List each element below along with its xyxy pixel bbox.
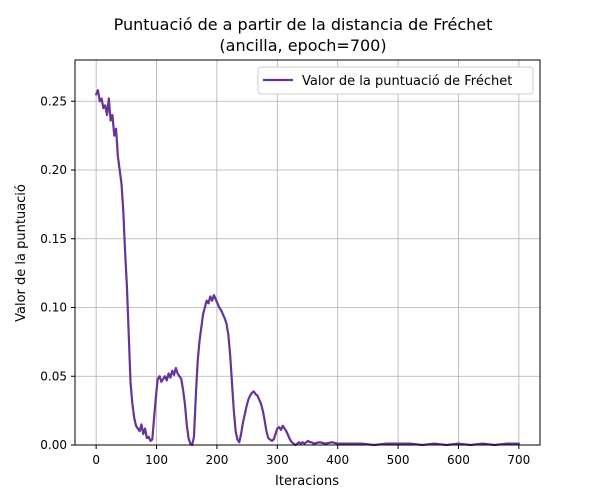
legend-label: Valor de la puntuació de Fréchet (302, 74, 512, 89)
x-axis-label: Iteracions (275, 474, 339, 489)
x-tick-label: 500 (387, 453, 410, 467)
legend-box (257, 66, 534, 95)
grid-lines (75, 60, 540, 446)
x-tick-label: 300 (266, 453, 289, 467)
y-tick-label: 0.15 (40, 232, 67, 246)
y-tick-label: 0.05 (40, 369, 67, 383)
x-tick-label: 600 (447, 453, 470, 467)
x-tick-label: 700 (507, 453, 530, 467)
legend: Valor de la puntuació de Fréchet (257, 66, 534, 95)
chart-subtitle: (ancilla, epoch=700) (219, 36, 386, 55)
series-line-0 (95, 89, 520, 447)
x-tick-label: 400 (326, 453, 349, 467)
series-group (95, 89, 520, 447)
x-axis-ticks: 0 100 200 300 400 500 600 700 (92, 445, 530, 467)
x-tick-label: 0 (92, 453, 100, 467)
plot-frame (74, 59, 541, 446)
y-tick-label: 0.00 (40, 438, 67, 452)
y-tick-label: 0.10 (40, 301, 67, 315)
y-tick-label: 0.20 (40, 163, 67, 177)
y-axis-ticks: 0.00 0.05 0.10 0.15 0.20 0.25 (40, 94, 75, 452)
x-tick-label: 200 (205, 453, 228, 467)
y-tick-label: 0.25 (40, 94, 67, 108)
chart-title: Puntuació de a partir de la distancia de… (114, 15, 493, 34)
y-axis-label: Valor de la puntuació (14, 184, 29, 322)
x-tick-label: 100 (145, 453, 168, 467)
